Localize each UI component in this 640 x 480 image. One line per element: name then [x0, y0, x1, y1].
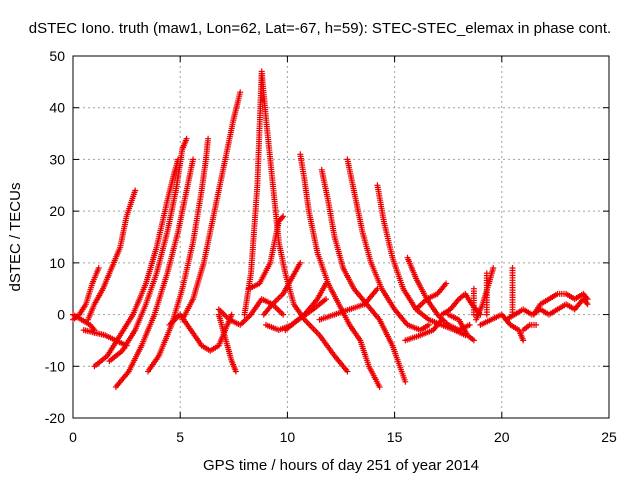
data-point	[95, 265, 102, 271]
data-series	[215, 296, 285, 328]
data-series	[413, 282, 448, 313]
data-point	[280, 213, 287, 220]
data-series	[179, 91, 243, 323]
x-tick-label: 10	[280, 429, 296, 445]
x-axis-label: GPS time / hours of day 251 of year 2014	[203, 457, 479, 474]
data-series	[344, 156, 431, 334]
data-point	[323, 280, 329, 287]
data-point	[297, 259, 304, 266]
data-point	[583, 294, 590, 301]
data-point	[183, 135, 190, 142]
data-series	[445, 311, 476, 343]
y-tick-label: -20	[45, 410, 65, 426]
data-series	[85, 189, 138, 323]
data-point	[583, 299, 590, 306]
data-point	[323, 296, 329, 303]
data-series	[106, 137, 189, 365]
data-point	[402, 378, 409, 385]
data-point	[280, 311, 287, 318]
data-series	[260, 261, 303, 318]
data-point	[232, 368, 239, 375]
y-tick-label: 20	[49, 203, 65, 219]
data-point	[533, 321, 540, 328]
data-point	[279, 214, 285, 221]
x-tick-label: 15	[387, 429, 403, 445]
data-series	[438, 290, 483, 318]
data-point	[466, 321, 473, 328]
data-point	[443, 280, 450, 287]
x-tick-label: 20	[494, 429, 510, 445]
data-point	[228, 311, 235, 318]
data-series	[316, 287, 380, 323]
data-point	[237, 89, 244, 96]
data-point	[509, 265, 516, 271]
data-spike	[470, 285, 477, 318]
y-tick-label: 10	[49, 255, 65, 271]
data-point	[132, 187, 139, 194]
y-tick-label: -10	[45, 358, 65, 374]
data-point	[584, 296, 591, 303]
data-point	[490, 265, 497, 271]
y-tick-label: 50	[49, 48, 65, 64]
data-point	[374, 285, 381, 292]
data-point	[376, 384, 383, 390]
data-spike	[509, 265, 516, 318]
data-series	[91, 158, 181, 370]
data-series	[531, 290, 590, 318]
data-point	[470, 337, 477, 344]
data-points	[70, 68, 591, 390]
plot-frame	[72, 55, 610, 419]
grid	[73, 56, 609, 418]
data-series	[215, 311, 239, 373]
x-tick-label: 0	[69, 429, 77, 445]
data-series	[282, 297, 328, 334]
data-series	[241, 68, 350, 373]
x-tick-label: 25	[601, 429, 617, 445]
y-axis-label: dSTEC / TECUs	[7, 183, 24, 292]
data-series	[245, 214, 285, 292]
data-point	[520, 337, 527, 344]
data-series	[520, 321, 537, 334]
data-point	[584, 301, 591, 308]
x-tick-label: 5	[176, 429, 184, 445]
data-point	[344, 368, 351, 375]
axis-ticks: -20 -10 0 10 20 30 40 50 0 5 10 15 20 25	[45, 48, 617, 445]
y-tick-label: 30	[49, 151, 65, 167]
data-point	[470, 285, 477, 292]
data-spike	[483, 270, 490, 318]
y-tick-label: 40	[49, 100, 65, 116]
data-point	[205, 135, 212, 142]
data-point	[190, 156, 197, 163]
chart-title: dSTEC Iono. truth (maw1, Lon=62, Lat=-67…	[29, 20, 611, 37]
data-series	[297, 151, 382, 389]
data-point	[425, 321, 432, 328]
y-tick-label: 0	[57, 307, 65, 323]
data-series	[404, 254, 471, 334]
data-point	[483, 270, 490, 277]
data-series	[112, 158, 196, 390]
